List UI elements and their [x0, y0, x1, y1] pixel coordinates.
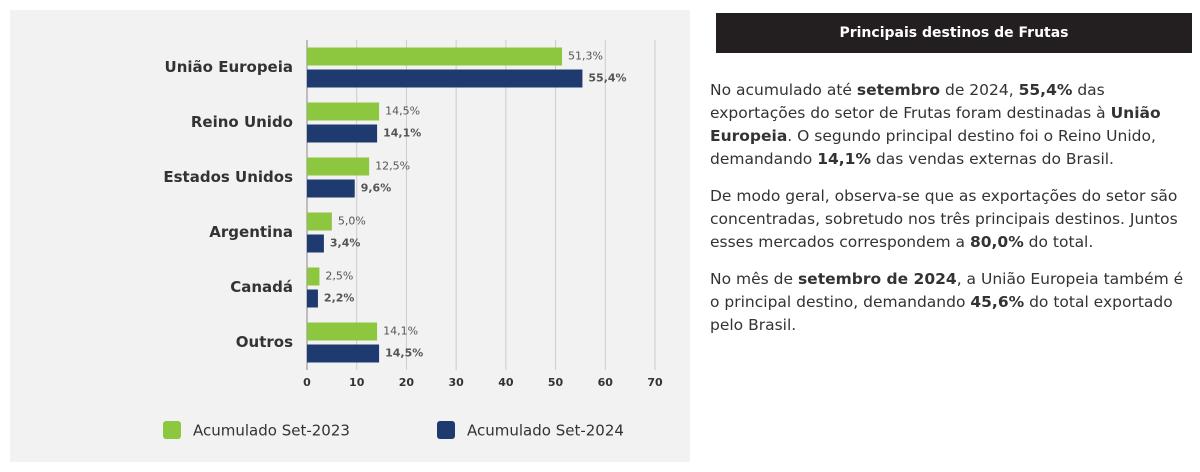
x-tick-label: 20 — [399, 376, 415, 389]
data-label: 14,5% — [385, 105, 420, 118]
panel-title: Principais destinos de Frutas — [716, 13, 1192, 53]
bold-text: 45,6% — [970, 293, 1025, 311]
legend-swatch — [437, 421, 455, 439]
x-tick-label: 50 — [548, 376, 564, 389]
paragraph: No acumulado até setembro de 2024, 55,4%… — [710, 79, 1192, 171]
chart-area: 0 10 20 30 40 50 60 70 União Europeia 51,3% 55,4% R… — [10, 10, 690, 462]
x-tick-label: 60 — [598, 376, 614, 389]
x-tick-label: 0 — [303, 376, 311, 389]
bar — [307, 69, 583, 88]
data-label: 51,3% — [568, 50, 603, 63]
text: No acumulado até — [710, 81, 857, 99]
data-label: 14,1% — [383, 127, 421, 140]
bar — [307, 289, 318, 308]
legend-swatch — [163, 421, 181, 439]
bar — [307, 212, 332, 231]
bar — [307, 47, 563, 66]
paragraph: No mês de setembro de 2024, a União Euro… — [710, 268, 1192, 337]
bold-text: 14,1% — [817, 150, 871, 168]
y-tick-label: Argentina — [209, 223, 293, 241]
bold-text: setembro — [856, 81, 941, 99]
text: das exportações do setor de Frutas foram… — [710, 81, 1111, 122]
paragraph: De modo geral, observa-se que as exporta… — [710, 185, 1192, 254]
bar — [307, 234, 324, 253]
bar — [307, 322, 378, 341]
text: das vendas externas do Brasil. — [871, 150, 1114, 168]
data-label: 14,5% — [385, 347, 423, 360]
bold-text: União Europeia — [710, 104, 1161, 145]
text: do total exportado pelo Brasil. — [710, 293, 1173, 334]
text-panel: Principais destinos de Frutas No acumula… — [710, 13, 1192, 337]
data-label: 12,5% — [375, 160, 410, 173]
y-tick-label: Estados Unidos — [163, 168, 293, 186]
text: . O segundo principal destino foi o Rein… — [710, 127, 1156, 168]
y-tick-label: Canadá — [230, 278, 293, 296]
chart: 0 10 20 30 40 50 60 70 União Europeia 51,3% 55,4% R… — [163, 40, 663, 440]
text: , a União Europeia também é o principal … — [710, 270, 1184, 311]
data-label: 14,1% — [383, 325, 418, 338]
bold-text: setembro de 2024 — [797, 270, 957, 288]
data-label: 55,4% — [588, 72, 626, 85]
y-tick-label: União Europeia — [165, 58, 293, 76]
bar — [307, 179, 355, 198]
legend-label: Acumulado Set-2023 — [193, 422, 350, 440]
data-label: 5,0% — [338, 215, 366, 228]
bar — [307, 267, 320, 286]
data-label: 2,5% — [325, 270, 353, 283]
text: De modo geral, observa-se que as exporta… — [710, 187, 1178, 251]
x-tick-label: 70 — [647, 376, 663, 389]
text: No mês de — [710, 270, 798, 288]
legend-label: Acumulado Set-2024 — [467, 422, 624, 440]
data-label: 3,4% — [330, 237, 361, 250]
y-tick-label: Outros — [236, 333, 293, 351]
bar — [307, 102, 380, 121]
text: do total. — [1023, 233, 1094, 251]
x-tick-label: 40 — [498, 376, 514, 389]
bar — [307, 344, 380, 363]
data-label: 9,6% — [361, 182, 392, 195]
x-tick-label: 30 — [448, 376, 464, 389]
bold-text: 80,0% — [969, 233, 1024, 251]
text: de 2024, — [940, 81, 1019, 99]
bar — [307, 157, 370, 176]
bar — [307, 124, 378, 143]
bold-text: 55,4% — [1018, 81, 1073, 99]
data-label: 2,2% — [324, 292, 355, 305]
x-tick-label: 10 — [349, 376, 365, 389]
y-tick-label: Reino Unido — [191, 113, 293, 131]
